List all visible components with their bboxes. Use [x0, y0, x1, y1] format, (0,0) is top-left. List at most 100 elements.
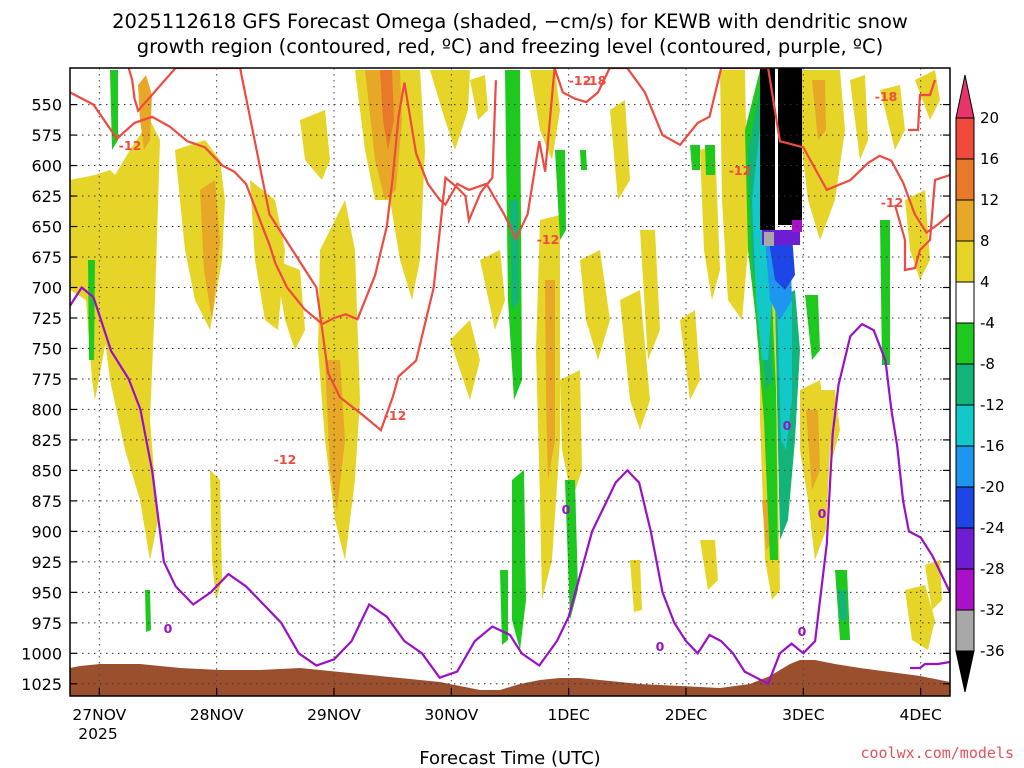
colorbar-label: -32	[980, 601, 1005, 619]
x-axis-year: 2025	[78, 725, 117, 743]
omega-region-38	[905, 190, 930, 280]
dgz-contour-lower	[127, 68, 497, 433]
omega-region-52	[565, 480, 578, 620]
omega-region-68	[778, 68, 790, 225]
omega-region-48	[510, 200, 519, 310]
freezing-contour-label: 0	[818, 506, 827, 521]
dgz-contour-label: -18	[875, 89, 898, 104]
y-tick-label: 775	[31, 370, 62, 389]
omega-region-26	[680, 310, 700, 400]
freezing-contour-label: 0	[798, 624, 807, 639]
colorbar-swatch	[955, 404, 975, 447]
omega-region-5	[210, 470, 222, 600]
omega-region-42	[700, 540, 718, 590]
omega-region-17	[480, 250, 505, 330]
dgz-contour-upper-right	[908, 79, 937, 132]
dgz-contour-label: -18	[584, 73, 607, 88]
omega-region-34	[800, 70, 845, 240]
omega-region-35	[812, 80, 826, 140]
omega-region-55	[705, 145, 715, 175]
y-tick-label: 750	[31, 339, 62, 358]
freezing-contour-label: 0	[164, 621, 173, 636]
omega-region-13	[300, 110, 330, 180]
y-tick-label: 725	[31, 309, 62, 328]
omega-region-36	[850, 75, 868, 160]
x-axis-title: Forecast Time (UTC)	[419, 748, 600, 768]
chart-title-line1: 2025112618 GFS Forecast Omega (shaded, −…	[112, 10, 908, 33]
x-tick-label: 3DEC	[782, 706, 824, 724]
omega-region-27	[700, 145, 720, 300]
omega-region-22	[580, 250, 610, 360]
omega-region-25	[640, 230, 660, 360]
omega-region-14	[430, 70, 470, 150]
omega-region-45	[88, 260, 95, 360]
y-tick-label: 825	[31, 431, 62, 450]
omega-region-20	[545, 280, 555, 480]
omega-region-4	[200, 180, 220, 320]
omega-region-72	[764, 232, 774, 246]
colorbar-label: -8	[980, 355, 995, 373]
plot-frame	[69, 67, 951, 697]
colorbar-swatch	[955, 117, 975, 160]
y-tick-label: 1000	[21, 644, 62, 663]
colorbar-swatch	[955, 568, 975, 611]
colorbar-label: -12	[980, 396, 1005, 414]
freezing-level-contour-right	[910, 660, 950, 670]
y-tick-label: 800	[31, 400, 62, 419]
colorbar-label: 20	[980, 109, 999, 127]
y-tick-label: 950	[31, 583, 62, 602]
dgz-contour-label: -12	[274, 452, 297, 467]
omega-region-7	[275, 260, 305, 350]
credit-text: coolwx.com/models	[860, 744, 1014, 762]
omega-region-53	[580, 150, 587, 170]
omega-region-28	[720, 70, 748, 320]
omega-region-43	[630, 560, 642, 612]
x-tick-label: 30NOV	[424, 706, 478, 724]
omega-region-46	[145, 590, 151, 632]
y-tick-label: 650	[31, 218, 62, 237]
omega-region-18	[530, 70, 560, 160]
dgz-contour-label: -12	[881, 195, 904, 210]
y-tick-label: 700	[31, 278, 62, 297]
x-tick-label: 28NOV	[190, 706, 244, 724]
x-tick-label: 1DEC	[547, 706, 589, 724]
colorbar-label: 16	[980, 150, 999, 168]
colorbar-swatch	[955, 158, 975, 201]
colorbar-swatch	[955, 363, 975, 406]
colorbar-label: -24	[980, 519, 1005, 537]
colorbar-swatch	[955, 527, 975, 570]
dgz-contour-right	[893, 173, 950, 272]
omega-region-24	[620, 290, 650, 430]
omega-region-54	[690, 145, 700, 170]
freezing-level-contour	[70, 285, 950, 686]
y-tick-label: 875	[31, 492, 62, 511]
chart-title-line2: growth region (contoured, red, ºC) and f…	[137, 35, 884, 58]
omega-region-60	[777, 300, 792, 450]
colorbar-label: -16	[980, 437, 1005, 455]
omega-region-50	[500, 570, 508, 645]
omega-region-49	[512, 470, 526, 650]
omega-region-2	[138, 75, 152, 150]
y-tick-label: 1025	[21, 675, 62, 694]
plot-area	[70, 68, 950, 696]
y-tick-label: 850	[31, 461, 62, 480]
x-tick-label: 29NOV	[307, 706, 361, 724]
omega-region-67	[760, 68, 775, 230]
colorbar-label: 4	[980, 273, 990, 291]
y-tick-label: 925	[31, 553, 62, 572]
y-tick-label: 600	[31, 157, 62, 176]
y-tick-label: 675	[31, 248, 62, 267]
colorbar-swatch	[955, 322, 975, 365]
omega-region-71	[792, 220, 802, 232]
colorbar-swatch	[955, 199, 975, 242]
colorbar-label: -28	[980, 560, 1005, 578]
omega-region-40	[905, 585, 935, 650]
omega-region-62	[768, 235, 795, 290]
dgz-contour-label: -12	[537, 232, 560, 247]
colorbar-swatch	[955, 445, 975, 488]
y-tick-label: 975	[31, 614, 62, 633]
freezing-contour-label: 0	[656, 639, 665, 654]
x-tick-label: 2DEC	[665, 706, 707, 724]
colorbar-label: -36	[980, 642, 1005, 660]
